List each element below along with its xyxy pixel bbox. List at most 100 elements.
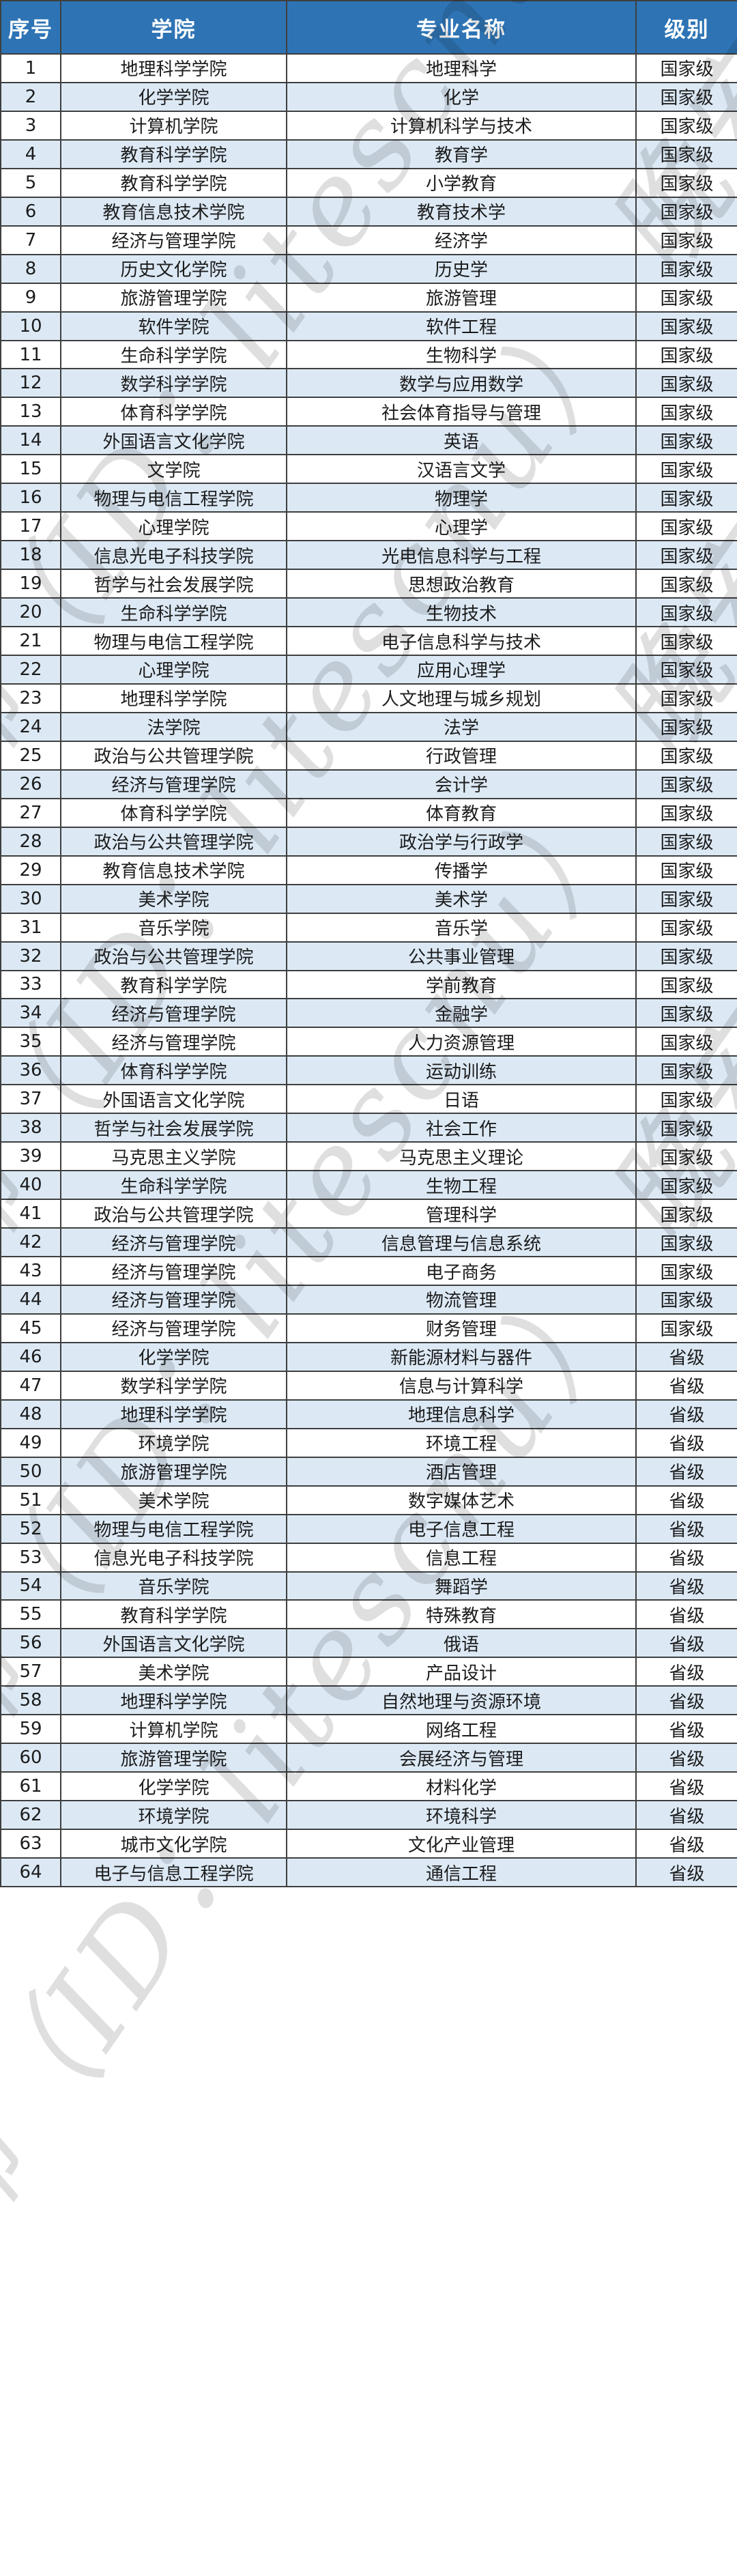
cell-index: 62 xyxy=(0,1800,61,1831)
cell-college: 旅游管理学院 xyxy=(60,282,287,313)
cell-level: 省级 xyxy=(635,1341,737,1372)
cell-college: 经济与管理学院 xyxy=(60,225,287,255)
cell-major: 生物工程 xyxy=(286,1170,637,1201)
cell-index: 19 xyxy=(0,569,61,599)
table-row: 4 教育科学学院 教育学 国家级 xyxy=(0,139,737,169)
cell-level: 国家级 xyxy=(635,139,737,169)
cell-college: 体育科学学院 xyxy=(60,797,287,828)
cell-major: 日语 xyxy=(286,1084,637,1115)
table-row: 46 化学学院 新能源材料与器件 省级 xyxy=(0,1341,737,1372)
cell-college: 教育科学学院 xyxy=(60,969,287,1000)
cell-college: 经济与管理学院 xyxy=(60,1256,287,1286)
cell-major: 环境科学 xyxy=(286,1800,637,1831)
cell-level: 省级 xyxy=(635,1571,737,1601)
table-row: 38 哲学与社会发展学院 社会工作 国家级 xyxy=(0,1113,737,1143)
cell-college: 法学院 xyxy=(60,711,287,742)
cell-major: 文化产业管理 xyxy=(286,1829,637,1859)
cell-major: 行政管理 xyxy=(286,740,637,771)
cell-level: 省级 xyxy=(635,1542,737,1573)
cell-level: 国家级 xyxy=(635,569,737,599)
table-row: 31 音乐学院 音乐学 国家级 xyxy=(0,912,737,943)
table-row: 42 经济与管理学院 信息管理与信息系统 国家级 xyxy=(0,1227,737,1258)
cell-level: 国家级 xyxy=(635,1113,737,1143)
cell-index: 18 xyxy=(0,540,61,571)
table-row: 14 外国语言文化学院 英语 国家级 xyxy=(0,425,737,456)
cell-college: 地理科学学院 xyxy=(60,53,287,83)
cell-level: 国家级 xyxy=(635,941,737,971)
cell-index: 45 xyxy=(0,1313,61,1343)
cell-index: 30 xyxy=(0,883,61,914)
cell-index: 43 xyxy=(0,1256,61,1286)
cell-index: 59 xyxy=(0,1714,61,1745)
cell-major: 教育技术学 xyxy=(286,196,637,227)
cell-index: 21 xyxy=(0,626,61,657)
cell-major: 通信工程 xyxy=(286,1857,637,1887)
cell-level: 国家级 xyxy=(635,683,737,713)
cell-major: 经济学 xyxy=(286,225,637,255)
cell-level: 省级 xyxy=(635,1370,737,1401)
cell-major: 社会工作 xyxy=(286,1113,637,1143)
cell-index: 34 xyxy=(0,998,61,1029)
cell-level: 国家级 xyxy=(635,1256,737,1286)
cell-college: 政治与公共管理学院 xyxy=(60,826,287,857)
cell-major: 政治学与行政学 xyxy=(286,826,637,857)
cell-college: 化学学院 xyxy=(60,1341,287,1372)
cell-index: 20 xyxy=(0,597,61,628)
cell-college: 心理学院 xyxy=(60,511,287,542)
table-row: 61 化学学院 材料化学 省级 xyxy=(0,1771,737,1802)
cell-college: 物理与电信工程学院 xyxy=(60,1513,287,1544)
cell-index: 22 xyxy=(0,655,61,685)
cell-level: 国家级 xyxy=(635,53,737,83)
cell-level: 省级 xyxy=(635,1599,737,1630)
cell-index: 26 xyxy=(0,769,61,799)
cell-index: 39 xyxy=(0,1141,61,1172)
cell-index: 37 xyxy=(0,1084,61,1115)
table-row: 24 法学院 法学 国家级 xyxy=(0,711,737,742)
table-row: 64 电子与信息工程学院 通信工程 省级 xyxy=(0,1857,737,1887)
table-row: 8 历史文化学院 历史学 国家级 xyxy=(0,253,737,284)
cell-level: 省级 xyxy=(635,1685,737,1716)
cell-major: 历史学 xyxy=(286,253,637,284)
cell-level: 国家级 xyxy=(635,855,737,885)
table-row: 5 教育科学学院 小学教育 国家级 xyxy=(0,167,737,198)
cell-index: 12 xyxy=(0,368,61,399)
cell-college: 旅游管理学院 xyxy=(60,1456,287,1487)
cell-major: 公共事业管理 xyxy=(286,941,637,971)
cell-college: 地理科学学院 xyxy=(60,683,287,713)
table-row: 63 城市文化学院 文化产业管理 省级 xyxy=(0,1829,737,1859)
table-row: 43 经济与管理学院 电子商务 国家级 xyxy=(0,1256,737,1286)
table-body: 1 地理科学学院 地理科学 国家级 2 化学学院 化学 国家级 3 计算机学院 计算机科学与技术 国家… xyxy=(0,53,737,1887)
cell-index: 7 xyxy=(0,225,61,255)
cell-level: 国家级 xyxy=(635,425,737,456)
cell-major: 马克思主义理论 xyxy=(286,1141,637,1172)
cell-major: 软件工程 xyxy=(286,311,637,341)
cell-college: 外国语言文化学院 xyxy=(60,425,287,456)
cell-college: 美术学院 xyxy=(60,883,287,914)
table-row: 49 环境学院 环境工程 省级 xyxy=(0,1427,737,1458)
cell-college: 数学科学学院 xyxy=(60,368,287,399)
table-row: 9 旅游管理学院 旅游管理 国家级 xyxy=(0,282,737,313)
table-row: 1 地理科学学院 地理科学 国家级 xyxy=(0,53,737,83)
table-row: 50 旅游管理学院 酒店管理 省级 xyxy=(0,1456,737,1487)
cell-major: 财务管理 xyxy=(286,1313,637,1343)
cell-level: 国家级 xyxy=(635,1027,737,1057)
cell-index: 50 xyxy=(0,1456,61,1487)
cell-index: 42 xyxy=(0,1227,61,1258)
cell-level: 国家级 xyxy=(635,397,737,427)
cell-level: 国家级 xyxy=(635,1227,737,1258)
column-header-major: 专业名称 xyxy=(286,0,637,55)
cell-college: 经济与管理学院 xyxy=(60,1313,287,1343)
cell-college: 经济与管理学院 xyxy=(60,769,287,799)
cell-index: 16 xyxy=(0,483,61,513)
cell-level: 国家级 xyxy=(635,311,737,341)
table-row: 47 数学科学学院 信息与计算科学 省级 xyxy=(0,1370,737,1401)
cell-level: 省级 xyxy=(635,1456,737,1487)
cell-college: 马克思主义学院 xyxy=(60,1141,287,1172)
table-row: 25 政治与公共管理学院 行政管理 国家级 xyxy=(0,740,737,771)
cell-college: 教育科学学院 xyxy=(60,167,287,198)
cell-level: 国家级 xyxy=(635,769,737,799)
table-row: 28 政治与公共管理学院 政治学与行政学 国家级 xyxy=(0,826,737,857)
table-row: 32 政治与公共管理学院 公共事业管理 国家级 xyxy=(0,941,737,971)
table-row: 7 经济与管理学院 经济学 国家级 xyxy=(0,225,737,255)
table-row: 56 外国语言文化学院 俄语 省级 xyxy=(0,1628,737,1659)
